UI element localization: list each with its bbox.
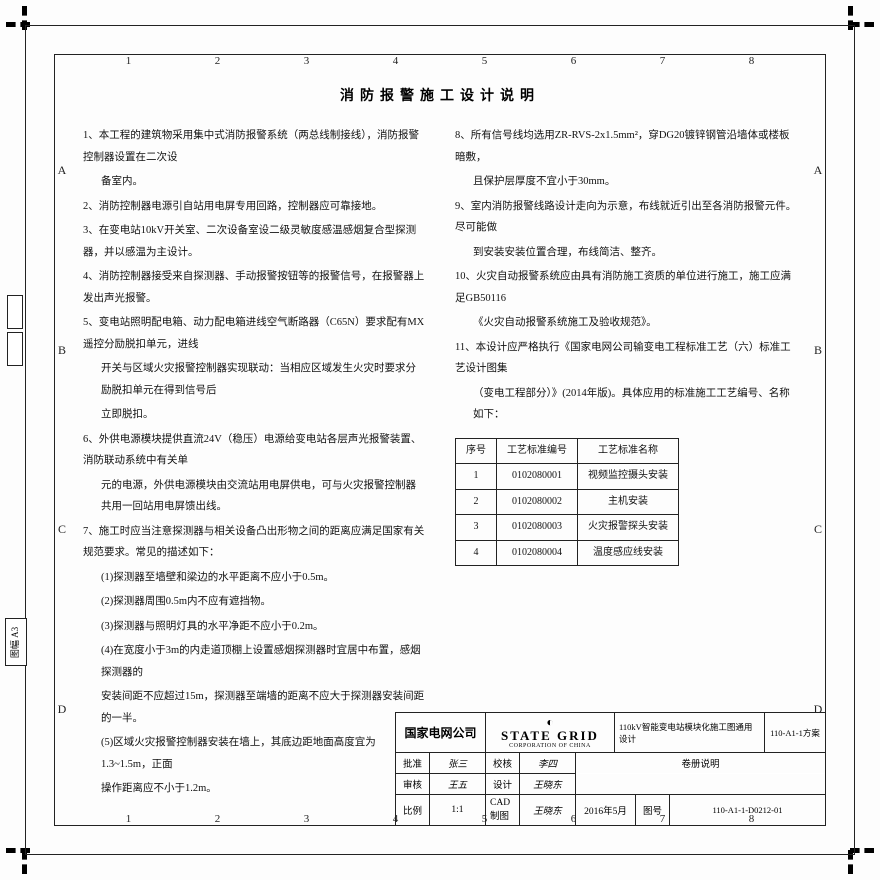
para: 且保护层厚度不宜小于30mm。: [455, 171, 797, 193]
sig-review: 王五: [430, 774, 486, 794]
para: 9、室内消防报警线路设计走向为示意，布线就近引出至各消防报警元件。尽可能做: [455, 196, 797, 239]
para: 10、火灾自动报警系统应由具有消防施工资质的单位进行施工，施工应满足GB5011…: [455, 266, 797, 309]
para: 备室内。: [83, 171, 425, 193]
para: 开关与区域火灾报警控制器实现联动：当相应区域发生火灾时要求分励脱扣单元在得到信号…: [83, 358, 425, 401]
para: 11、本设计应严格执行《国家电网公司输变电工程标准工艺（六）标准工艺设计图集: [455, 337, 797, 380]
page-title: 消防报警施工设计说明: [83, 85, 797, 105]
para: (1)探测器至墙壁和梁边的水平距离不应小于0.5m。: [83, 567, 425, 589]
company-name-cn: 国家电网公司: [396, 713, 486, 752]
table-header: 工艺标准编号: [497, 438, 578, 464]
para: (4)在宽度小于3m的内走道顶棚上设置感烟探测器时宜居中布置，感烟探测器的: [83, 640, 425, 683]
para: （变电工程部分）》(2014年版)。具体应用的标准施工工艺编号、名称如下：: [455, 383, 797, 426]
label-drawingno: 图号: [636, 795, 670, 825]
label-approve: 批准: [396, 753, 430, 773]
sheet-size-label: 图幅 A3: [5, 618, 27, 666]
body-columns: 1、本工程的建筑物采用集中式消防报警系统（两总线制接线），消防报警控制器设置在二…: [83, 125, 797, 803]
para: (3)探测器与照明灯具的水平净距不应小于0.2m。: [83, 616, 425, 638]
left-column: 1、本工程的建筑物采用集中式消防报警系统（两总线制接线），消防报警控制器设置在二…: [83, 125, 425, 803]
label-review: 审核: [396, 774, 430, 794]
globe-icon: ◐: [546, 716, 553, 728]
label-scale: 比例: [396, 795, 430, 825]
para: 操作距离应不小于1.2m。: [83, 778, 425, 800]
para: 1、本工程的建筑物采用集中式消防报警系统（两总线制接线），消防报警控制器设置在二…: [83, 125, 425, 168]
sig-cad: 王晓东: [520, 795, 576, 825]
para: 安装间距不应超过15m，探测器至端墙的距离不应大于探测器安装间距的一半。: [83, 686, 425, 729]
margin-box: [7, 295, 23, 329]
para: 7、施工时应当注意探测器与相关设备凸出形物之间的距离应满足国家有关规范要求。常见…: [83, 521, 425, 564]
scheme-code: 110-A1-1方案: [765, 713, 825, 752]
para: 《火灾自动报警系统施工及验收规范》。: [455, 312, 797, 334]
project-name: 110kV智能变电站模块化施工图通用设计: [615, 713, 765, 752]
table-row: 20102080002主机安装: [456, 489, 679, 515]
outer-frame: 12345678 12345678 ABCD ABCD 消防报警施工设计说明 1…: [25, 25, 855, 855]
label-cad: CAD制图: [486, 795, 520, 825]
drawing-area: 消防报警施工设计说明 1、本工程的建筑物采用集中式消防报警系统（两总线制接线），…: [54, 54, 826, 826]
para: 4、消防控制器接受来自探测器、手动报警按钮等的报警信号，在报警器上发出声光报警。: [83, 266, 425, 309]
para: 5、变电站照明配电箱、动力配电箱进线空气断路器（C65N）要求配有MX遥控分励脱…: [83, 312, 425, 355]
company-logo: ◐ STATE GRID CORPORATION OF CHINA: [486, 713, 615, 752]
para: 3、在变电站10kV开关室、二次设备室设二级灵敏度感温感烟复合型探测器，并以感温…: [83, 220, 425, 263]
margin-box: [7, 332, 23, 366]
volume-desc: 卷册说明: [576, 753, 825, 773]
table-row: 10102080001视频监控摄头安装: [456, 464, 679, 490]
right-column: 8、所有信号线均选用ZR-RVS-2x1.5mm²，穿DG20镀锌钢管沿墙体或楼…: [455, 125, 797, 803]
para: 6、外供电源模块提供直流24V（稳压）电源给变电站各层声光报警装置、消防联动系统…: [83, 429, 425, 472]
para: 立即脱扣。: [83, 404, 425, 426]
table-header-row: 序号 工艺标准编号 工艺标准名称: [456, 438, 679, 464]
table-header: 序号: [456, 438, 497, 464]
title-block: 国家电网公司 ◐ STATE GRID CORPORATION OF CHINA…: [395, 712, 825, 825]
label-design: 设计: [486, 774, 520, 794]
value-scale: 1:1: [430, 795, 486, 825]
sig-design: 王晓东: [520, 774, 576, 794]
para: (2)探测器周围0.5m内不应有遮挡物。: [83, 591, 425, 613]
drawing-number: 110-A1-1-D0212-01: [670, 795, 825, 825]
date-value: 2016年5月: [576, 795, 636, 825]
para: 元的电源，外供电源模块由交流站用电屏供电，可与火灾报警控制器共用一回站用电屏馈出…: [83, 475, 425, 518]
sig-check: 李四: [520, 753, 576, 773]
para: (5)区域火灾报警控制器安装在墙上，其底边距地面高度宜为1.3~1.5m，正面: [83, 732, 425, 775]
label-check: 校核: [486, 753, 520, 773]
table-row: 30102080003火灾报警探头安装: [456, 515, 679, 541]
table-header: 工艺标准名称: [578, 438, 679, 464]
standards-table: 序号 工艺标准编号 工艺标准名称 10102080001视频监控摄头安装 201…: [455, 438, 679, 567]
table-row: 40102080004温度感应线安装: [456, 540, 679, 566]
sig-approve: 张三: [430, 753, 486, 773]
para: 8、所有信号线均选用ZR-RVS-2x1.5mm²，穿DG20镀锌钢管沿墙体或楼…: [455, 125, 797, 168]
para: 2、消防控制器电源引自站用电屏专用回路，控制器应可靠接地。: [83, 196, 425, 218]
para: 到安装安装位置合理，布线简洁、整齐。: [455, 242, 797, 264]
